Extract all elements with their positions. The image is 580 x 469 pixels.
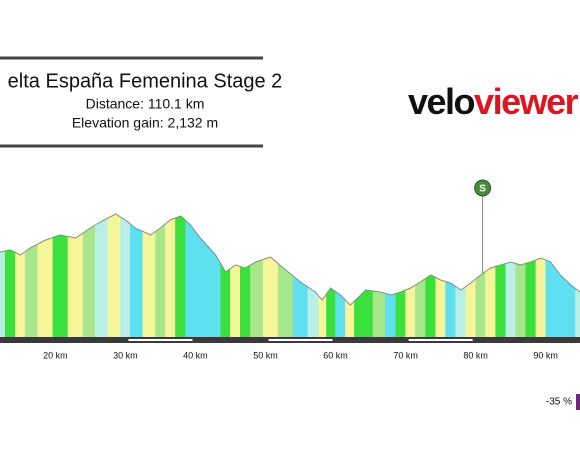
legend-label: -35 % [546, 397, 572, 408]
profile-segment [220, 262, 231, 338]
profile-segment [318, 293, 327, 338]
profile-segment [525, 259, 537, 338]
profile-segment [435, 277, 446, 338]
profile-segment [535, 257, 546, 338]
x-tick-label: 20 km [43, 350, 68, 360]
profile-segment [485, 266, 496, 338]
profile-segment [372, 290, 386, 338]
x-tick-label: 70 km [393, 350, 418, 360]
profile-segment [230, 264, 241, 338]
profile-segment [37, 237, 54, 338]
x-tick-label: 60 km [323, 350, 348, 360]
profile-segment [405, 284, 416, 338]
x-tick-label: 30 km [113, 350, 138, 360]
profile-segment [240, 264, 251, 338]
marker-badge [474, 179, 492, 197]
profile-segment [395, 289, 406, 338]
profile-segment [155, 223, 166, 338]
logo-part: viewer [474, 81, 579, 122]
profile-segment [575, 287, 580, 338]
x-tick-label: 90 km [533, 350, 558, 360]
profile-segment [130, 223, 144, 338]
subtitle: Elevation gain: 2,132 m [72, 115, 218, 131]
profile-segment [142, 231, 156, 338]
logo-part: velo [408, 81, 475, 122]
profile-segment [545, 259, 556, 338]
profile-segment [185, 219, 196, 338]
chart-title: elta España Femenina Stage 2 [8, 70, 283, 92]
profile-segment [475, 271, 486, 338]
profile-segment [565, 279, 576, 338]
profile-segment [15, 251, 26, 338]
profile-segment [445, 281, 456, 338]
profile-segment [67, 232, 84, 338]
profile-segment [361, 289, 374, 338]
profile-segment [515, 263, 526, 338]
profile-segment [385, 293, 397, 338]
x-tick-label: 80 km [463, 350, 488, 360]
profile-segment [250, 259, 264, 338]
profile-segment [107, 213, 121, 338]
profile-segment [495, 263, 506, 338]
profile-segment [5, 249, 16, 338]
profile-segment [465, 278, 476, 338]
profile-outline [0, 213, 580, 306]
profile-segment [165, 217, 176, 338]
logo: veloviewer [408, 81, 579, 122]
marker-label: S [479, 184, 486, 195]
profile-segment [415, 278, 426, 338]
profile-segment [82, 224, 96, 338]
legend-swatch [576, 394, 580, 410]
x-tick-label: 40 km [183, 350, 208, 360]
profile-segment [345, 299, 355, 338]
profile-segment [0, 250, 6, 338]
profile-segment [425, 274, 436, 338]
profile-segment [52, 234, 69, 338]
profile-segment [24, 243, 39, 338]
profile-segment [95, 217, 109, 338]
profile-segment [262, 256, 279, 338]
profile-segment [120, 216, 131, 338]
profile-segment [455, 286, 467, 338]
subtitle: Distance: 110.1 km [86, 96, 205, 112]
profile-segment [175, 215, 186, 338]
profile-segment [326, 287, 336, 338]
x-tick-label: 50 km [253, 350, 278, 360]
profile-segment [505, 261, 516, 338]
profile-segment [195, 230, 209, 338]
